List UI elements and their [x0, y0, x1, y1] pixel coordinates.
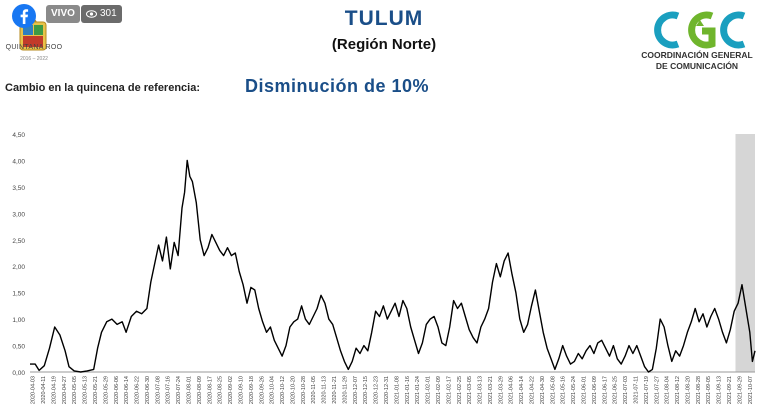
x-tick-label: 2020-12-23	[374, 376, 380, 404]
x-tick-label: 2021-06-17	[602, 376, 608, 404]
page-title: TULUM	[344, 7, 424, 30]
x-tick-label: 2020-11-29	[342, 376, 348, 404]
y-tick-label: 0,00	[12, 370, 25, 377]
facebook-icon	[12, 3, 36, 28]
x-tick-label: 2020-12-31	[384, 376, 390, 404]
x-tick-label: 2020-08-25	[218, 376, 224, 404]
x-tick-label: 2021-09-13	[717, 376, 723, 404]
x-tick-label: 2020-11-13	[322, 376, 328, 404]
x-tick-label: 2020-05-29	[103, 376, 109, 404]
x-tick-label: 2021-02-25	[457, 376, 463, 404]
y-tick-label: 4,00	[12, 158, 25, 165]
x-tick-label: 2020-04-11	[41, 376, 47, 404]
x-tick-label: 2020-06-06	[114, 376, 120, 404]
x-tick-label: 2021-04-14	[519, 376, 525, 404]
x-tick-label: 2020-10-04	[270, 376, 276, 404]
x-tick-label: 2020-08-01	[187, 376, 193, 404]
x-tick-label: 2020-09-18	[249, 376, 255, 404]
y-tick-label: 3,00	[12, 211, 25, 218]
x-tick-label: 2021-04-06	[509, 376, 515, 404]
cgc-logo	[652, 6, 748, 54]
highlight-band	[735, 134, 755, 372]
change-value: Disminución de 10%	[245, 76, 430, 96]
state-logo-years: 2016 – 2022	[20, 56, 48, 62]
x-tick-label: 2021-07-27	[654, 376, 660, 404]
series-line	[30, 159, 756, 373]
x-tick-label: 2021-08-12	[675, 376, 681, 404]
x-tick-label: 2021-05-08	[550, 376, 556, 404]
y-tick-label: 0,50	[12, 344, 25, 351]
x-tick-label: 2020-11-21	[332, 376, 338, 404]
x-tick-label: 2020-06-22	[135, 376, 141, 404]
x-tick-label: 2021-08-20	[685, 376, 691, 404]
x-tick-label: 2020-12-07	[353, 376, 359, 404]
x-tick-label: 2020-10-20	[290, 376, 296, 404]
x-tick-label: 2020-10-28	[301, 376, 307, 404]
y-tick-label: 2,50	[12, 238, 25, 245]
x-tick-label: 2021-03-29	[498, 376, 504, 404]
x-tick-label: 2021-01-08	[394, 376, 400, 404]
x-tick-label: 2020-08-09	[197, 376, 203, 404]
x-tick-label: 2021-06-25	[613, 376, 619, 404]
org-name-line1: COORDINACIÓN GENERAL	[641, 50, 753, 60]
x-tick-label: 2021-07-11	[633, 376, 639, 404]
x-tick-label: 2020-05-13	[83, 376, 89, 404]
x-tick-label: 2021-03-21	[488, 376, 494, 404]
x-tick-label: 2021-04-30	[540, 376, 546, 404]
x-tick-label: 2020-06-30	[145, 376, 151, 404]
x-tick-label: 2021-02-09	[436, 376, 442, 404]
x-tick-label: 2020-04-27	[62, 376, 68, 404]
change-label: Cambio en la quincena de referencia:	[5, 82, 201, 94]
x-tick-label: 2021-06-01	[581, 376, 587, 404]
page-subtitle: (Región Norte)	[331, 36, 437, 53]
x-tick-label: 2021-05-16	[561, 376, 567, 404]
x-tick-label: 2021-07-03	[623, 376, 629, 404]
x-tick-label: 2021-07-19	[644, 376, 650, 404]
y-tick-label: 4,50	[12, 132, 25, 139]
y-tick-label: 1,50	[12, 291, 25, 298]
x-tick-label: 2020-08-17	[207, 376, 213, 404]
x-tick-label: 2020-09-02	[228, 376, 234, 404]
x-tick-label: 2021-10-07	[748, 376, 754, 404]
x-tick-label: 2021-08-28	[696, 376, 702, 404]
x-tick-label: 2020-06-14	[124, 376, 130, 404]
cgc-logo-icon	[654, 11, 746, 49]
x-tick-label: 2020-09-10	[238, 376, 244, 404]
x-tick-label: 2020-11-05	[311, 376, 317, 404]
x-tick-label: 2020-12-15	[363, 376, 369, 404]
x-tick-label: 2021-09-05	[706, 376, 712, 404]
y-tick-label: 1,00	[12, 317, 25, 324]
y-tick-label: 2,00	[12, 264, 25, 271]
x-tick-label: 2021-08-04	[665, 376, 671, 404]
x-tick-label: 2021-01-24	[415, 376, 421, 404]
live-badge: VIVO	[46, 5, 80, 23]
x-tick-label: 2021-05-24	[571, 376, 577, 404]
x-tick-label: 2021-09-21	[727, 376, 733, 404]
org-name-line2: DE COMUNICACIÓN	[655, 61, 739, 71]
x-tick-label: 2021-09-29	[737, 376, 743, 404]
x-tick-label: 2021-04-22	[530, 376, 536, 404]
x-tick-label: 2020-05-05	[72, 376, 78, 404]
viewer-count-badge: 301	[81, 5, 122, 23]
x-tick-label: 2021-02-01	[426, 376, 432, 404]
x-tick-label: 2020-04-03	[31, 376, 37, 404]
eye-icon	[86, 10, 97, 18]
x-tick-label: 2020-05-21	[93, 376, 99, 404]
x-tick-label: 2020-10-12	[280, 376, 286, 404]
x-tick-label: 2021-01-16	[405, 376, 411, 404]
facebook-badge[interactable]	[4, 3, 44, 28]
x-tick-label: 2020-04-19	[51, 376, 57, 404]
x-tick-label: 2021-03-13	[478, 376, 484, 404]
y-tick-label: 3,50	[12, 185, 25, 192]
x-tick-label: 2020-09-26	[259, 376, 265, 404]
x-tick-label: 2021-02-17	[446, 376, 452, 404]
x-tick-label: 2021-03-05	[467, 376, 473, 404]
line-chart: 0,00 0,50 1,00 1,50 2,00 2,50 3,00 3,50 4,00 4,50…	[12, 132, 756, 404]
x-tick-label: 2021-06-09	[592, 376, 598, 404]
state-logo-text: QUINTANA ROO	[5, 44, 63, 51]
x-tick-label: 2020-07-16	[166, 376, 172, 404]
x-tick-label: 2020-07-24	[176, 376, 182, 404]
viewer-count: 301	[100, 8, 117, 19]
x-tick-label: 2020-07-08	[155, 376, 161, 404]
